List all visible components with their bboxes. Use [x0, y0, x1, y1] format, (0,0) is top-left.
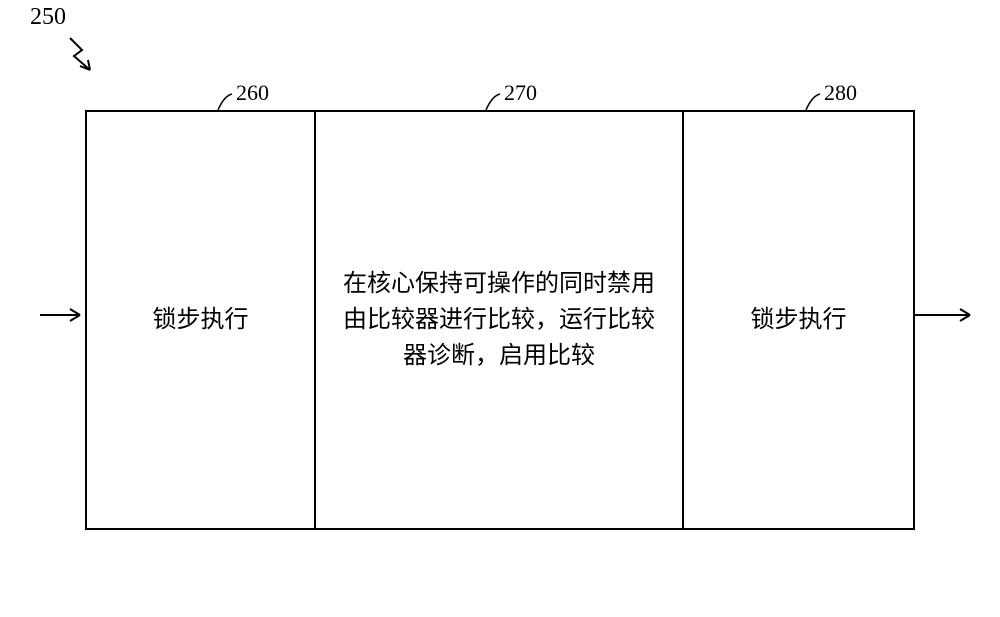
flow-arrow-in — [40, 305, 90, 325]
process-step-280: 锁步执行 — [684, 112, 913, 528]
flow-arrow-out — [915, 305, 980, 325]
process-step-280-text: 锁步执行 — [751, 302, 847, 338]
column-label-280: 280 — [824, 80, 857, 106]
column-label-260: 260 — [236, 80, 269, 106]
process-step-260: 锁步执行 — [87, 112, 316, 528]
process-container: 锁步执行 在核心保持可操作的同时禁用由比较器进行比较，运行比较器诊断，启用比较 … — [85, 110, 915, 530]
process-step-260-text: 锁步执行 — [152, 302, 248, 338]
column-label-270: 270 — [504, 80, 537, 106]
process-step-270: 在核心保持可操作的同时禁用由比较器进行比较，运行比较器诊断，启用比较 — [316, 112, 684, 528]
figure-pointer-arrow — [68, 36, 108, 86]
figure-number: 250 — [30, 4, 66, 31]
process-step-270-text: 在核心保持可操作的同时禁用由比较器进行比较，运行比较器诊断，启用比较 — [332, 266, 666, 374]
